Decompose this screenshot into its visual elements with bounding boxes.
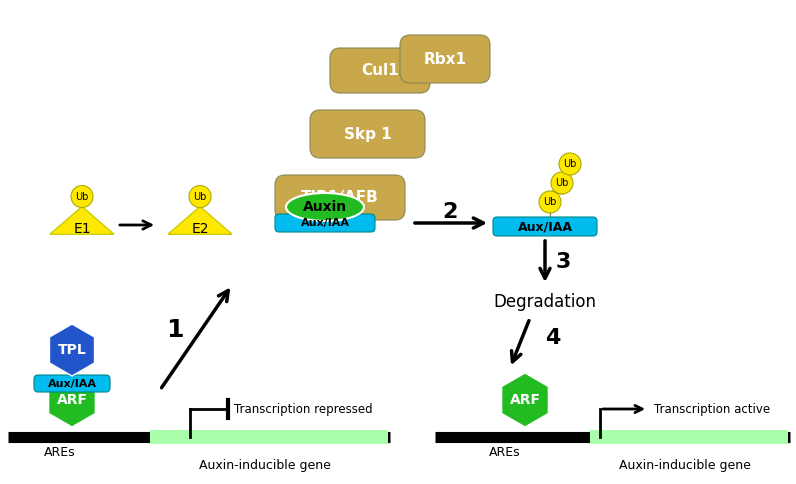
Text: 2: 2 xyxy=(443,202,458,222)
Polygon shape xyxy=(50,207,114,234)
Text: Auxin: Auxin xyxy=(303,200,347,214)
Text: TIR1/AFB: TIR1/AFB xyxy=(301,190,379,205)
Text: Transcription repressed: Transcription repressed xyxy=(234,403,373,415)
Text: E2: E2 xyxy=(191,222,209,236)
FancyBboxPatch shape xyxy=(400,35,490,83)
Text: AREs: AREs xyxy=(45,445,76,458)
Circle shape xyxy=(189,185,211,208)
FancyBboxPatch shape xyxy=(330,48,430,93)
FancyBboxPatch shape xyxy=(493,217,597,236)
Text: Ub: Ub xyxy=(564,159,576,169)
FancyBboxPatch shape xyxy=(150,430,388,444)
Text: Auxin-inducible gene: Auxin-inducible gene xyxy=(199,458,331,471)
Text: ARF: ARF xyxy=(509,393,540,407)
Polygon shape xyxy=(501,373,548,427)
Circle shape xyxy=(559,153,581,175)
Text: Aux/IAA: Aux/IAA xyxy=(48,378,96,389)
Text: Degradation: Degradation xyxy=(494,293,596,311)
Text: Aux/IAA: Aux/IAA xyxy=(301,218,349,228)
Text: Ub: Ub xyxy=(193,192,207,201)
Text: Ub: Ub xyxy=(544,197,556,207)
Text: Transcription active: Transcription active xyxy=(654,403,770,415)
FancyBboxPatch shape xyxy=(275,214,375,232)
Polygon shape xyxy=(49,373,96,427)
Text: Ub: Ub xyxy=(76,192,88,201)
FancyBboxPatch shape xyxy=(590,430,788,444)
Text: ARF: ARF xyxy=(57,393,88,407)
Text: E1: E1 xyxy=(73,222,91,236)
Ellipse shape xyxy=(286,193,364,221)
Text: 3: 3 xyxy=(556,252,571,272)
FancyBboxPatch shape xyxy=(275,175,405,220)
FancyBboxPatch shape xyxy=(34,375,110,392)
Text: 4: 4 xyxy=(545,328,560,348)
Text: AREs: AREs xyxy=(490,445,521,458)
Text: 1: 1 xyxy=(166,318,184,342)
Text: Aux/IAA: Aux/IAA xyxy=(517,220,572,233)
Polygon shape xyxy=(49,324,95,376)
FancyBboxPatch shape xyxy=(310,110,425,158)
Circle shape xyxy=(71,185,93,208)
Text: Auxin-inducible gene: Auxin-inducible gene xyxy=(619,458,751,471)
Text: Ub: Ub xyxy=(556,178,568,188)
Text: Skp 1: Skp 1 xyxy=(344,126,392,141)
Circle shape xyxy=(551,172,573,194)
Text: TPL: TPL xyxy=(57,343,87,357)
Text: Cul1: Cul1 xyxy=(361,63,399,78)
Text: Rbx1: Rbx1 xyxy=(423,51,466,66)
Circle shape xyxy=(539,191,561,213)
Polygon shape xyxy=(168,207,232,234)
